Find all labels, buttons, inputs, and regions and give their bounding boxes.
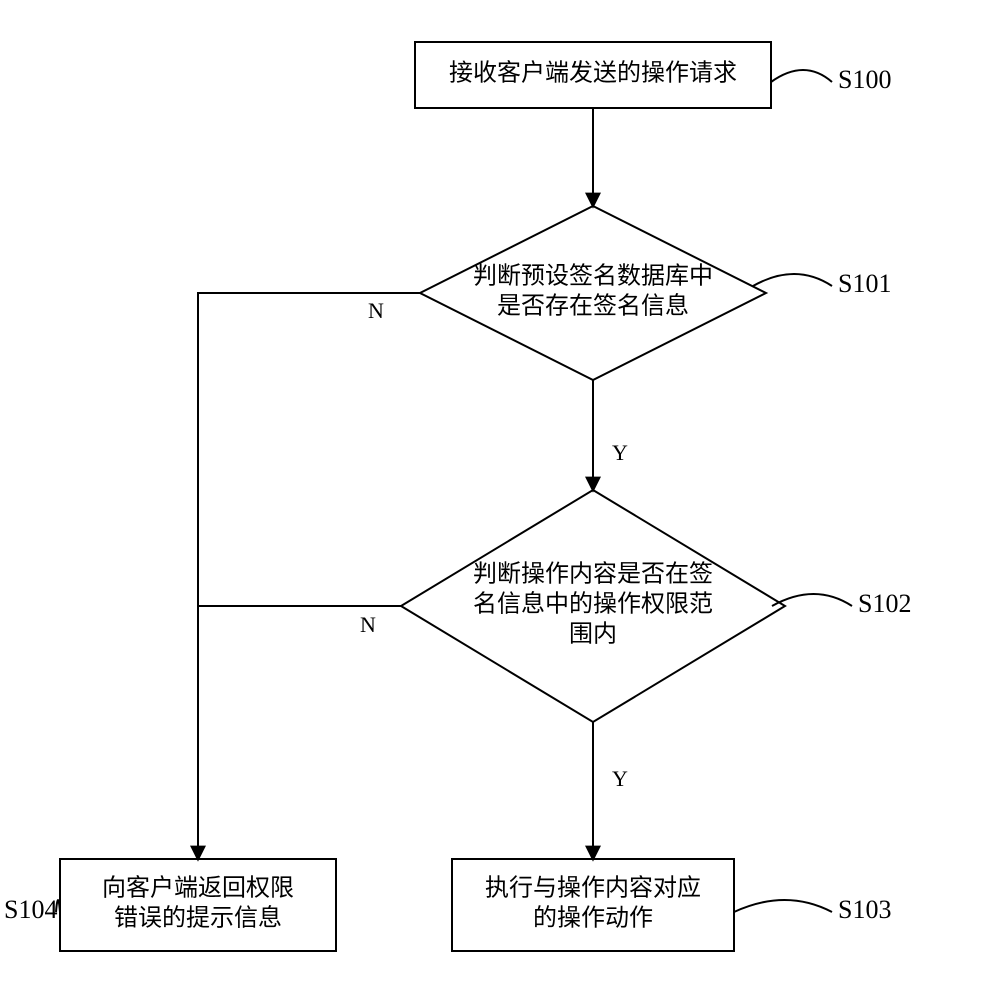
- edge-3: [198, 293, 420, 859]
- edge-label-1: Y: [612, 440, 628, 465]
- edge-label-2: Y: [612, 766, 628, 791]
- callout-label-s100: S100: [838, 65, 891, 94]
- node-text: 错误的提示信息: [114, 905, 282, 932]
- edge-label-4: N: [360, 612, 376, 637]
- node-text: 判断预设签名数据库中: [473, 263, 713, 290]
- node-text: 接收客户端发送的操作请求: [449, 60, 737, 87]
- node-text: 围内: [569, 621, 617, 648]
- node-text: 的操作动作: [533, 905, 653, 932]
- callout-label-s102: S102: [858, 589, 911, 618]
- callout-label-s104: S104: [4, 895, 57, 924]
- callout-leader-s103: [734, 900, 832, 912]
- edge-label-3: N: [368, 298, 384, 323]
- callout-label-s101: S101: [838, 269, 891, 298]
- node-text: 名信息中的操作权限范: [473, 591, 713, 618]
- node-text: 向客户端返回权限: [102, 875, 294, 902]
- node-text: 判断操作内容是否在签: [473, 561, 713, 588]
- callout-label-s103: S103: [838, 895, 891, 924]
- node-text: 是否存在签名信息: [497, 293, 689, 320]
- callout-leader-s101: [753, 274, 832, 286]
- callout-leader-s102: [772, 594, 852, 606]
- node-text: 执行与操作内容对应: [485, 875, 701, 902]
- callout-leader-s100: [771, 70, 832, 82]
